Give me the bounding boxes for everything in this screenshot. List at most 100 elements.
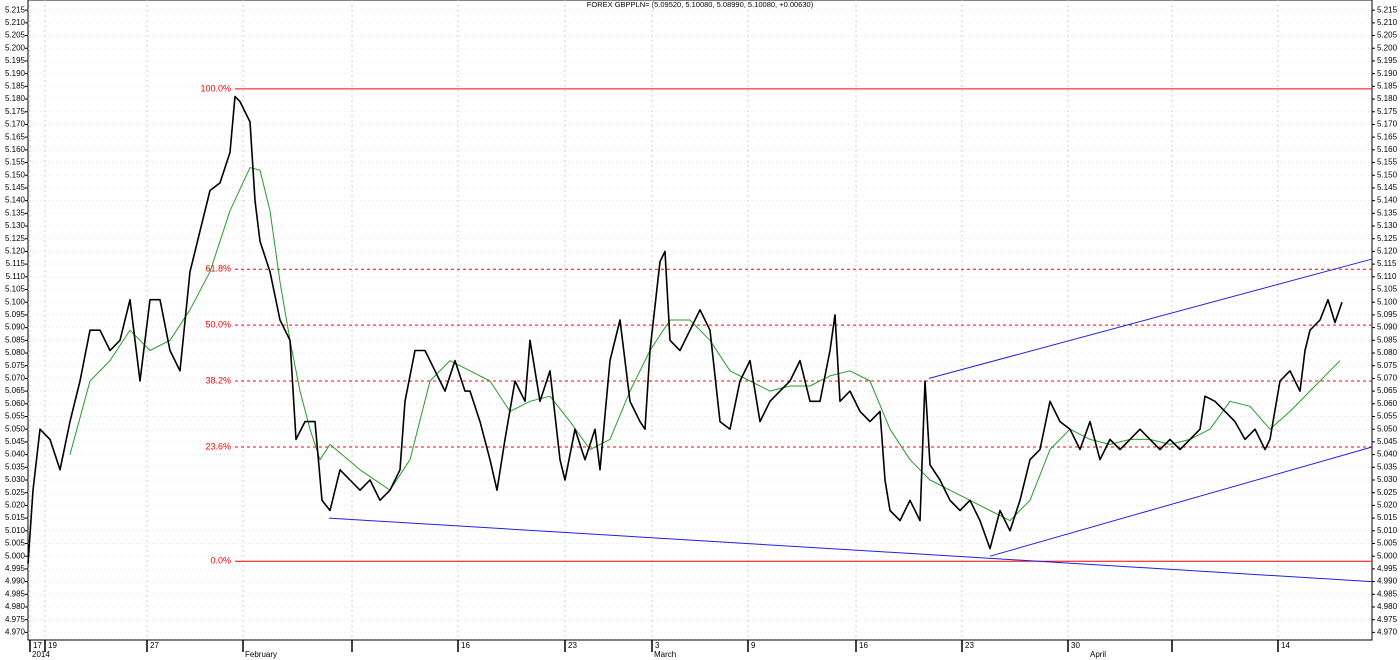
- y-tick-label: 4.995: [1377, 564, 1398, 573]
- y-tick-label: 5.050: [1377, 424, 1398, 433]
- y-tick-label: 5.010: [1377, 526, 1398, 535]
- x-tick-label: 23: [965, 641, 974, 650]
- x-tick-label: 16: [859, 641, 868, 650]
- y-tick-label: 5.165: [1377, 132, 1398, 141]
- y-tick-label: 5.055: [5, 412, 26, 421]
- fib-label: 0.0%: [210, 556, 231, 566]
- y-tick-label: 5.200: [5, 43, 26, 52]
- y-tick-label: 5.030: [5, 475, 26, 484]
- x-tick-label: 30: [1071, 641, 1080, 650]
- y-tick-label: 5.100: [5, 297, 26, 306]
- y-tick-label: 5.045: [5, 437, 26, 446]
- y-tick-label: 5.190: [5, 69, 26, 78]
- y-tick-label: 5.005: [5, 539, 26, 548]
- y-tick-label: 5.150: [5, 170, 26, 179]
- y-tick-label: 5.190: [1377, 69, 1398, 78]
- y-tick-label: 5.160: [1377, 145, 1398, 154]
- y-tick-label: 5.035: [1377, 462, 1398, 471]
- y-tick-label: 5.065: [1377, 386, 1398, 395]
- month-label: March: [654, 650, 676, 659]
- y-tick-label: 5.215: [1377, 5, 1398, 14]
- y-tick-label: 5.110: [6, 272, 26, 281]
- y-tick-label: 4.975: [1377, 615, 1398, 624]
- y-tick-label: 5.130: [1377, 221, 1398, 230]
- y-tick-label: 5.170: [1377, 120, 1398, 129]
- y-tick-label: 5.040: [5, 450, 26, 459]
- y-tick-label: 4.975: [5, 615, 26, 624]
- y-tick-label: 4.985: [5, 589, 26, 598]
- y-tick-label: 5.040: [1377, 450, 1398, 459]
- x-tick-label: 3: [655, 641, 660, 650]
- y-tick-label: 5.155: [1377, 158, 1398, 167]
- fib-label: 38.2%: [205, 375, 231, 385]
- y-tick-label: 5.115: [1377, 259, 1397, 268]
- y-tick-label: 5.020: [1377, 501, 1398, 510]
- y-tick-label: 5.180: [5, 94, 26, 103]
- y-tick-label: 5.080: [5, 348, 26, 357]
- fib-label: 100.0%: [200, 83, 231, 93]
- y-tick-label: 5.175: [5, 107, 26, 116]
- month-label: April: [1090, 650, 1106, 659]
- y-tick-label: 4.970: [1377, 627, 1398, 636]
- y-tick-label: 5.095: [5, 310, 26, 319]
- y-tick-label: 5.210: [1377, 18, 1398, 27]
- y-tick-label: 5.115: [6, 259, 26, 268]
- month-label: 2014: [32, 650, 50, 659]
- y-tick-label: 5.000: [1377, 551, 1398, 560]
- y-tick-label: 5.055: [1377, 412, 1398, 421]
- month-label: February: [245, 650, 277, 659]
- y-tick-label: 5.095: [1377, 310, 1398, 319]
- y-tick-label: 5.015: [1377, 513, 1398, 522]
- y-tick-label: 4.995: [5, 564, 26, 573]
- y-tick-label: 5.010: [5, 526, 26, 535]
- y-tick-label: 5.030: [1377, 475, 1398, 484]
- y-tick-label: 4.980: [5, 602, 26, 611]
- y-tick-label: 5.005: [1377, 539, 1398, 548]
- x-tick-label: 27: [150, 641, 159, 650]
- y-tick-label: 4.990: [5, 577, 26, 586]
- y-tick-label: 5.140: [5, 196, 26, 205]
- y-tick-label: 5.065: [5, 386, 26, 395]
- x-tick-label: 17: [33, 641, 42, 650]
- y-tick-label: 5.150: [1377, 170, 1398, 179]
- y-tick-label: 5.050: [5, 424, 26, 433]
- y-tick-label: 5.155: [5, 158, 26, 167]
- y-tick-label: 5.145: [1377, 183, 1398, 192]
- y-tick-label: 5.195: [1377, 56, 1398, 65]
- y-tick-label: 5.160: [5, 145, 26, 154]
- fib-label: 50.0%: [205, 319, 231, 329]
- y-tick-label: 5.085: [5, 335, 26, 344]
- x-tick-label: 16: [461, 641, 470, 650]
- y-tick-label: 5.075: [1377, 361, 1398, 370]
- y-tick-label: 5.070: [5, 374, 26, 383]
- fib-label: 61.8%: [205, 264, 231, 274]
- y-tick-label: 5.125: [5, 234, 26, 243]
- y-tick-label: 4.985: [1377, 589, 1398, 598]
- y-tick-label: 5.000: [5, 551, 26, 560]
- y-tick-label: 5.105: [5, 285, 26, 294]
- trend-line: [328, 517, 1373, 583]
- y-tick-label: 5.025: [5, 488, 26, 497]
- y-tick-label: 5.205: [5, 31, 26, 40]
- y-tick-label: 5.185: [5, 81, 26, 90]
- y-tick-label: 5.090: [5, 323, 26, 332]
- y-tick-label: 5.185: [1377, 81, 1398, 90]
- y-tick-label: 5.200: [1377, 43, 1398, 52]
- y-tick-label: 5.135: [1377, 208, 1398, 217]
- y-tick-label: 5.120: [1377, 247, 1398, 256]
- y-tick-label: 5.090: [1377, 323, 1398, 332]
- plot-frame: [27, 0, 1373, 641]
- fib-label: 23.6%: [205, 441, 231, 451]
- y-tick-label: 5.070: [1377, 374, 1398, 383]
- y-tick-label: 5.075: [5, 361, 26, 370]
- y-tick-label: 5.140: [1377, 196, 1398, 205]
- y-tick-label: 5.025: [1377, 488, 1398, 497]
- y-tick-label: 5.085: [1377, 335, 1398, 344]
- y-tick-label: 4.970: [5, 627, 26, 636]
- y-tick-label: 5.035: [5, 462, 26, 471]
- y-tick-label: 5.165: [5, 132, 26, 141]
- y-tick-label: 4.980: [1377, 602, 1398, 611]
- price-line: [69, 167, 1341, 522]
